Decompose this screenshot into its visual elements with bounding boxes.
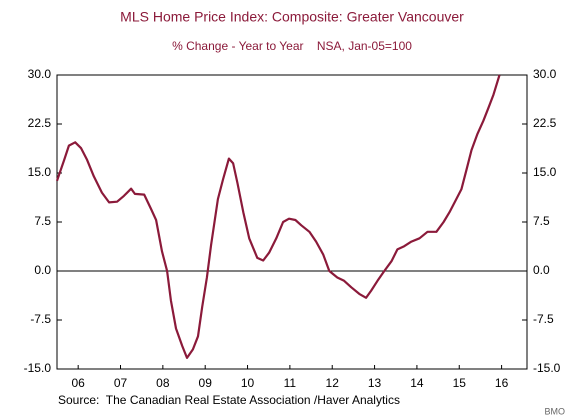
x-tick-label: 12 (326, 376, 340, 390)
x-tick-label: 07 (114, 376, 128, 390)
x-tick-label: 16 (495, 376, 509, 390)
source-note: Source: The Canadian Real Estate Associa… (58, 393, 400, 407)
x-tick-label: 11 (284, 376, 297, 390)
x-tick-label: 15 (453, 376, 467, 390)
x-tick-label: 10 (241, 376, 255, 390)
x-tick-label: 13 (368, 376, 382, 390)
y2-tick-label: 30.0 (533, 67, 557, 81)
y2-tick-label: 22.5 (533, 116, 557, 130)
y2-tick-label: 0.0 (533, 263, 550, 277)
y-tick-label: 7.5 (34, 214, 51, 228)
x-tick-label: 14 (410, 376, 424, 390)
chart-subtitle: % Change - Year to Year NSA, Jan-05=100 (172, 39, 412, 53)
credit: BMO (544, 406, 565, 416)
y2-tick-label: -15.0 (533, 361, 561, 375)
data-line (55, 74, 501, 359)
y-tick-label: -7.5 (30, 312, 51, 326)
x-tick-label: 08 (156, 376, 170, 390)
y-tick-label: 30.0 (28, 67, 52, 81)
x-tick-label: 09 (199, 376, 213, 390)
y-tick-label: 0.0 (34, 263, 51, 277)
x-tick-label: 06 (71, 376, 85, 390)
chart-title: MLS Home Price Index: Composite: Greater… (120, 9, 464, 25)
y-tick-label: 22.5 (28, 116, 52, 130)
y-tick-label: 15.0 (28, 165, 52, 179)
y2-tick-label: 15.0 (533, 165, 557, 179)
y-tick-label: -15.0 (24, 361, 52, 375)
y2-tick-label: 7.5 (533, 214, 550, 228)
plot-frame (56, 74, 528, 370)
y2-tick-label: -7.5 (533, 312, 554, 326)
